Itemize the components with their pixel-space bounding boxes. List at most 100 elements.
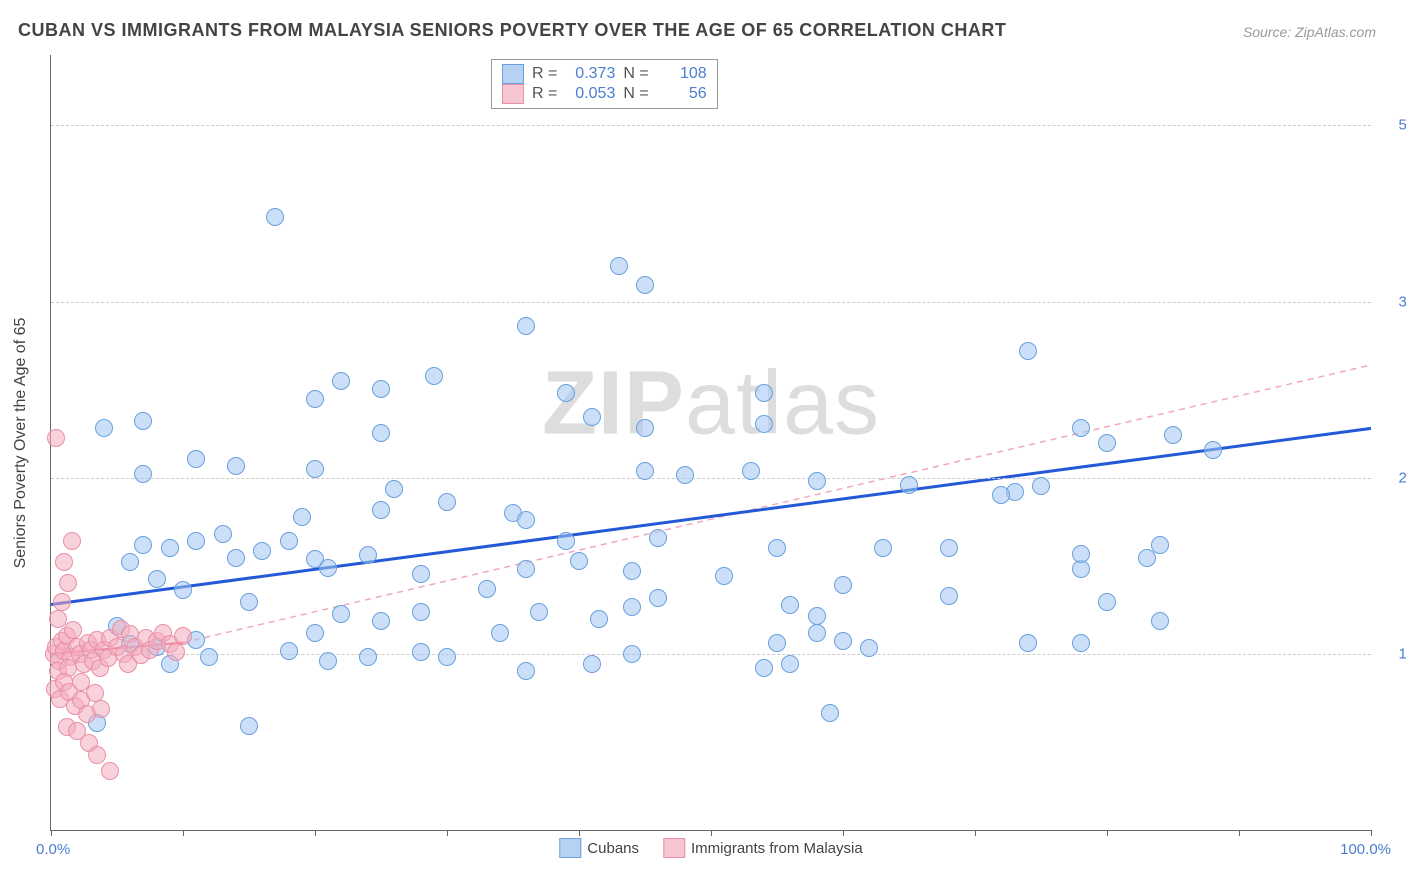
malaysia-point: [53, 593, 71, 611]
grid-line: [51, 125, 1371, 126]
cubans-point: [372, 501, 390, 519]
cubans-point: [1151, 612, 1169, 630]
cubans-point: [332, 605, 350, 623]
x-tick: [447, 830, 448, 836]
x-tick: [843, 830, 844, 836]
cubans-point: [1164, 426, 1182, 444]
cubans-point: [583, 408, 601, 426]
x-tick: [579, 830, 580, 836]
cubans-point: [623, 562, 641, 580]
cubans-point: [1204, 441, 1222, 459]
cubans-point: [187, 532, 205, 550]
cubans-point: [478, 580, 496, 598]
legend-item-malaysia: Immigrants from Malaysia: [663, 838, 863, 858]
cubans-point: [781, 655, 799, 673]
malaysia-n-value: 56: [657, 85, 707, 103]
cubans-point: [834, 632, 852, 650]
malaysia-point: [167, 643, 185, 661]
cubans-point: [121, 553, 139, 571]
cubans-point: [517, 560, 535, 578]
cubans-point: [755, 384, 773, 402]
r-label: R =: [532, 65, 557, 83]
cubans-point: [134, 465, 152, 483]
cubans-point: [834, 576, 852, 594]
cubans-point: [1098, 434, 1116, 452]
y-tick-label: 25.0%: [1381, 469, 1406, 486]
cubans-point: [1072, 560, 1090, 578]
cubans-point: [755, 659, 773, 677]
cubans-point: [860, 639, 878, 657]
cubans-point: [570, 552, 588, 570]
cubans-point: [676, 466, 694, 484]
cubans-point: [874, 539, 892, 557]
cubans-point: [227, 457, 245, 475]
cubans-point: [372, 612, 390, 630]
cubans-point: [332, 372, 350, 390]
x-tick: [315, 830, 316, 836]
x-tick: [1107, 830, 1108, 836]
cubans-point: [557, 532, 575, 550]
malaysia-swatch: [663, 838, 685, 858]
cubans-point: [742, 462, 760, 480]
cubans-point: [214, 525, 232, 543]
cubans-point: [280, 642, 298, 660]
cubans-point: [372, 380, 390, 398]
cubans-point: [1072, 634, 1090, 652]
cubans-point: [359, 546, 377, 564]
malaysia-label: Immigrants from Malaysia: [691, 840, 863, 857]
cubans-point: [174, 581, 192, 599]
cubans-point: [940, 587, 958, 605]
malaysia-point: [64, 621, 82, 639]
cubans-point: [755, 415, 773, 433]
cubans-label: Cubans: [587, 840, 639, 857]
series-legend: Cubans Immigrants from Malaysia: [559, 838, 862, 858]
cubans-point: [95, 419, 113, 437]
cubans-point: [781, 596, 799, 614]
cubans-point: [808, 472, 826, 490]
legend-item-cubans: Cubans: [559, 838, 639, 858]
cubans-swatch: [559, 838, 581, 858]
cubans-point: [768, 634, 786, 652]
x-tick: [183, 830, 184, 836]
cubans-point: [517, 317, 535, 335]
n-label: N =: [623, 85, 648, 103]
cubans-swatch: [502, 64, 524, 84]
cubans-point: [1072, 545, 1090, 563]
cubans-point: [319, 652, 337, 670]
grid-line: [51, 654, 1371, 655]
cubans-point: [161, 539, 179, 557]
cubans-point: [623, 598, 641, 616]
x-max-label: 100.0%: [1340, 841, 1391, 858]
malaysia-point: [174, 627, 192, 645]
chart-title: CUBAN VS IMMIGRANTS FROM MALAYSIA SENIOR…: [18, 20, 1006, 41]
cubans-point: [649, 589, 667, 607]
y-axis-title: Seniors Poverty Over the Age of 65: [12, 317, 30, 568]
cubans-point: [808, 624, 826, 642]
cubans-point: [280, 532, 298, 550]
cubans-point: [636, 419, 654, 437]
malaysia-point: [92, 700, 110, 718]
cubans-point: [768, 539, 786, 557]
cubans-point: [359, 648, 377, 666]
cubans-n-value: 108: [657, 65, 707, 83]
y-tick-label: 12.5%: [1381, 645, 1406, 662]
malaysia-point: [49, 610, 67, 628]
cubans-point: [438, 648, 456, 666]
cubans-point: [412, 603, 430, 621]
cubans-point: [240, 593, 258, 611]
x-tick: [975, 830, 976, 836]
cubans-point: [319, 559, 337, 577]
cubans-point: [412, 565, 430, 583]
malaysia-r-value: 0.053: [565, 85, 615, 103]
cubans-point: [1032, 477, 1050, 495]
cubans-point: [821, 704, 839, 722]
cubans-point: [412, 643, 430, 661]
cubans-point: [372, 424, 390, 442]
cubans-point: [1019, 342, 1037, 360]
cubans-point: [715, 567, 733, 585]
cubans-point: [517, 662, 535, 680]
cubans-point: [940, 539, 958, 557]
cubans-point: [148, 570, 166, 588]
cubans-point: [253, 542, 271, 560]
cubans-point: [425, 367, 443, 385]
